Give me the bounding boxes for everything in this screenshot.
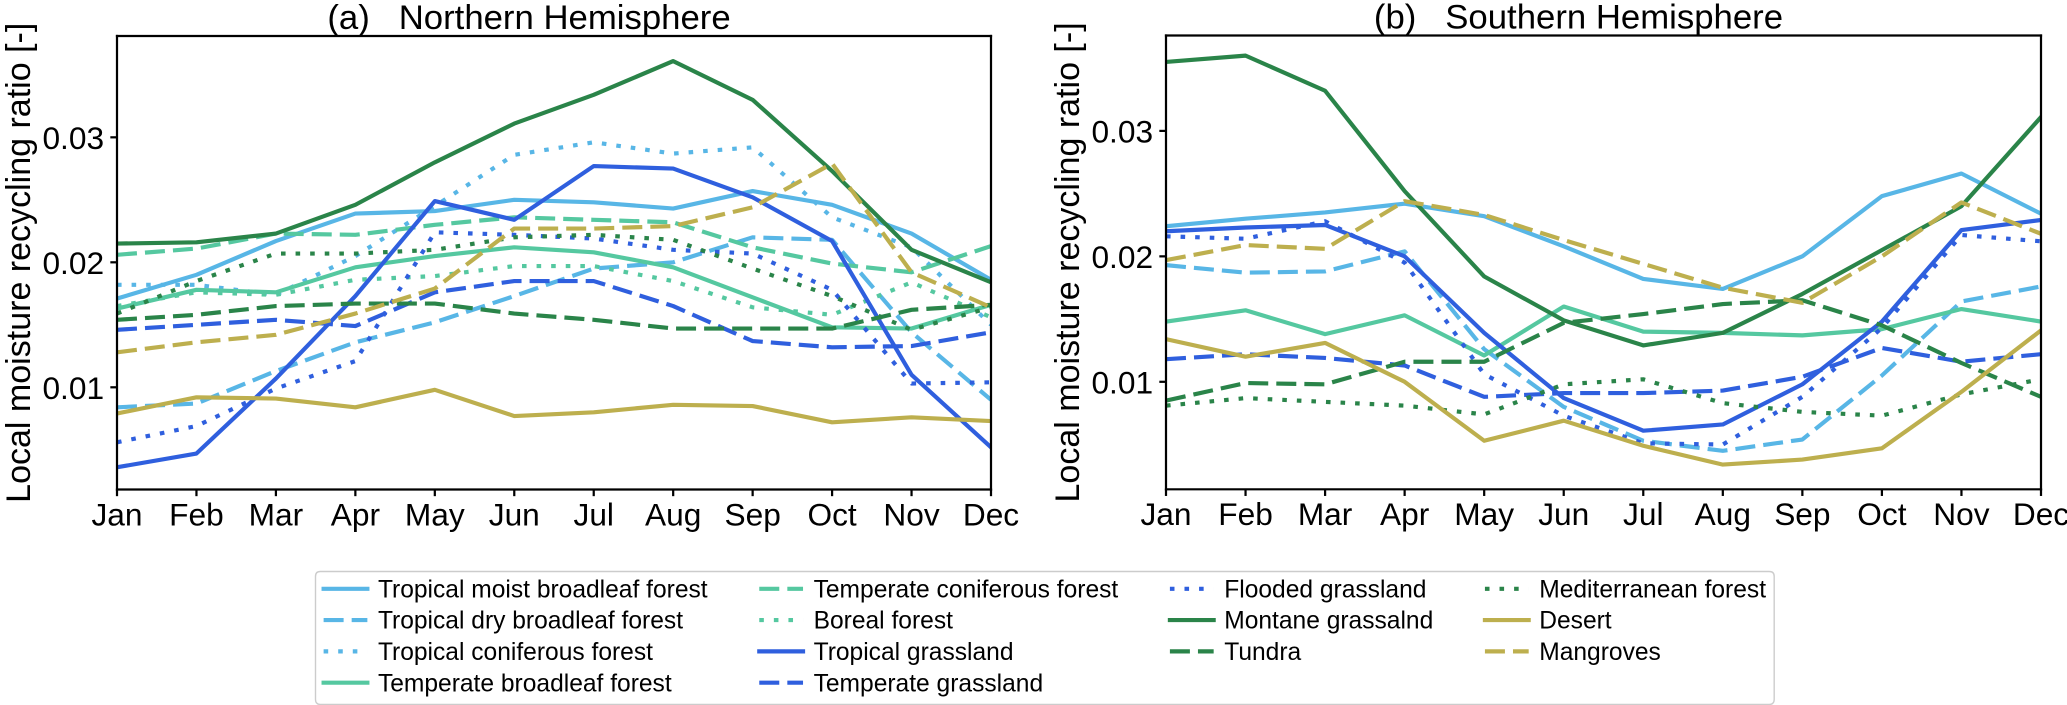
svg-text:(b) Southern Hemisphere: (b) Southern Hemisphere xyxy=(1374,0,1783,36)
svg-text:Jun: Jun xyxy=(489,496,540,532)
svg-text:0.01: 0.01 xyxy=(42,370,104,406)
svg-text:Desert: Desert xyxy=(1539,608,1612,635)
svg-text:Jun: Jun xyxy=(1538,496,1589,532)
svg-text:Boreal forest: Boreal forest xyxy=(814,608,954,635)
svg-text:Tundra: Tundra xyxy=(1224,639,1301,666)
svg-text:Apr: Apr xyxy=(331,496,381,532)
svg-text:Apr: Apr xyxy=(1380,496,1430,532)
svg-text:Oct: Oct xyxy=(1857,496,1906,532)
svg-text:Jan: Jan xyxy=(91,496,142,532)
svg-text:Jul: Jul xyxy=(1623,496,1663,532)
svg-text:Temperate coniferous forest: Temperate coniferous forest xyxy=(814,576,1119,603)
svg-text:Nov: Nov xyxy=(883,496,939,532)
svg-text:0.03: 0.03 xyxy=(1091,113,1153,149)
svg-text:Local moisture recycling ratio: Local moisture recycling ratio [-] xyxy=(0,23,38,503)
svg-text:Nov: Nov xyxy=(1933,496,1989,532)
svg-text:Feb: Feb xyxy=(1218,496,1273,532)
svg-text:Temperate grassland: Temperate grassland xyxy=(814,670,1044,697)
svg-text:Tropical moist broadleaf fores: Tropical moist broadleaf forest xyxy=(378,576,708,603)
svg-text:0.01: 0.01 xyxy=(1091,364,1153,400)
svg-text:Tropical dry broadleaf forest: Tropical dry broadleaf forest xyxy=(378,608,683,635)
svg-text:Tropical coniferous forest: Tropical coniferous forest xyxy=(378,639,653,666)
svg-text:0.03: 0.03 xyxy=(42,120,104,156)
svg-text:0.02: 0.02 xyxy=(1091,239,1153,275)
svg-text:Oct: Oct xyxy=(807,496,856,532)
svg-text:Montane grassalnd: Montane grassalnd xyxy=(1224,608,1433,635)
svg-text:Tropical grassland: Tropical grassland xyxy=(814,639,1014,666)
svg-text:Jul: Jul xyxy=(573,496,613,532)
svg-text:Aug: Aug xyxy=(1695,496,1751,532)
svg-text:Aug: Aug xyxy=(645,496,701,532)
svg-text:(a) Northern Hemisphere: (a) Northern Hemisphere xyxy=(327,0,730,37)
svg-text:Dec: Dec xyxy=(2013,496,2067,532)
svg-text:Flooded grassland: Flooded grassland xyxy=(1224,576,1426,603)
svg-text:Sep: Sep xyxy=(1774,496,1830,532)
svg-text:Mar: Mar xyxy=(249,496,304,532)
svg-text:Mangroves: Mangroves xyxy=(1539,639,1661,666)
svg-text:Local moisture recycling ratio: Local moisture recycling ratio [-] xyxy=(1049,22,1087,502)
svg-text:Jan: Jan xyxy=(1140,496,1191,532)
svg-text:Mar: Mar xyxy=(1298,496,1353,532)
svg-text:Dec: Dec xyxy=(963,496,1019,532)
svg-text:Temperate broadleaf forest: Temperate broadleaf forest xyxy=(378,670,672,697)
svg-text:May: May xyxy=(405,496,465,532)
svg-text:0.02: 0.02 xyxy=(42,245,104,281)
svg-text:Sep: Sep xyxy=(724,496,780,532)
svg-text:Mediterranean forest: Mediterranean forest xyxy=(1539,576,1766,603)
svg-text:Feb: Feb xyxy=(169,496,224,532)
svg-text:May: May xyxy=(1454,496,1514,532)
